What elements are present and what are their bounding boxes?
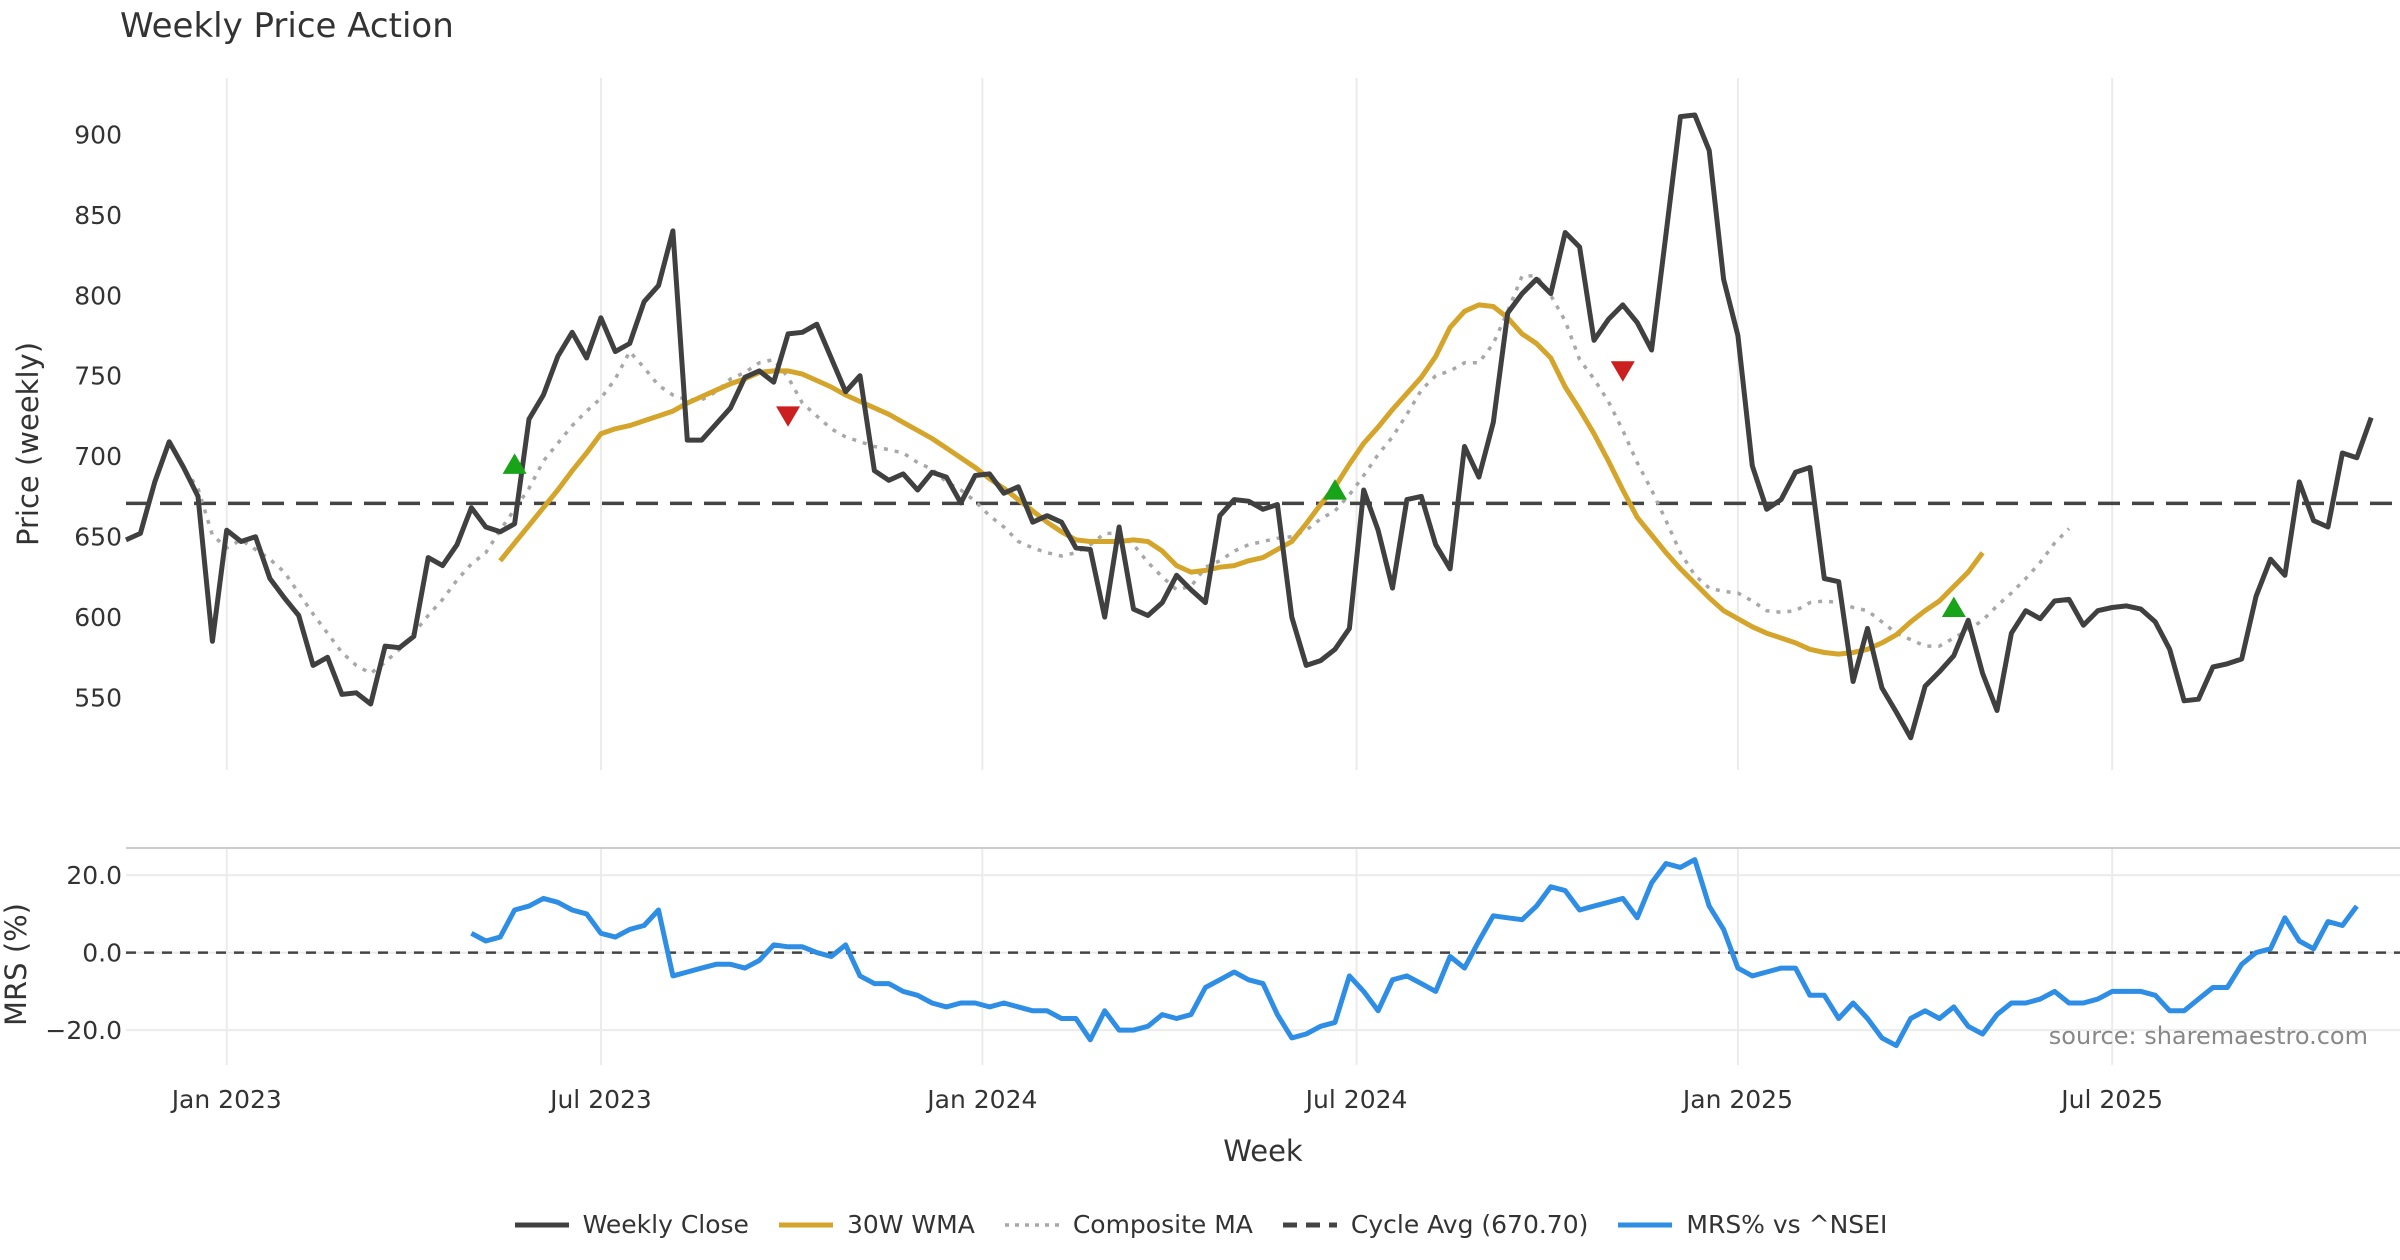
legend-label: 30W WMA — [846, 1210, 975, 1239]
price-y-tick-label: 600 — [74, 603, 122, 632]
x-tick-label: Jul 2024 — [1304, 1085, 1408, 1114]
legend-label: MRS% vs ^NSEI — [1686, 1210, 1888, 1239]
legend-label: Weekly Close — [582, 1210, 749, 1239]
mrs-panel: 20.0 0.0 −20.0 MRS (%) source: sharemaestro.… — [0, 847, 2400, 1065]
x-axis-title: Week — [1223, 1134, 1303, 1168]
mrs-y-tick-label: 0.0 — [82, 939, 122, 968]
weekly-close-line — [124, 112, 2374, 741]
legend-item: Weekly Close — [513, 1210, 749, 1239]
sell-signal-marker — [1610, 361, 1635, 382]
wma-30w-line — [498, 302, 1985, 657]
legend-item: Cycle Avg (670.70) — [1281, 1210, 1589, 1239]
buy-signal-marker — [1941, 596, 1966, 618]
legend-swatch — [1282, 1222, 1337, 1227]
price-y-tick-label: 750 — [74, 362, 122, 391]
legend-item: 30W WMA — [777, 1210, 975, 1239]
buy-signal-marker — [1322, 479, 1347, 500]
x-axis: Jan 2023 Jul 2023 Jan 2024 Jul 2024 Jan 2025… — [170, 1085, 2163, 1168]
mrs-line — [470, 857, 2359, 1049]
legend-label: Composite MA — [1072, 1210, 1253, 1239]
legend-swatch — [514, 1222, 569, 1227]
legend-swatch — [1004, 1222, 1059, 1227]
buy-signal-marker — [502, 453, 527, 474]
legend-label: Cycle Avg (670.70) — [1350, 1210, 1589, 1239]
price-y-tick-label: 800 — [74, 281, 122, 310]
legend-item: Composite MA — [1003, 1210, 1253, 1239]
chart-legend: Weekly Close 30W WMA Composite MA Cycle Avg… — [0, 1210, 2400, 1239]
x-tick-label: Jul 2023 — [548, 1085, 652, 1114]
mrs-y-tick-label: −20.0 — [45, 1016, 122, 1045]
price-y-tick-label: 700 — [74, 442, 122, 471]
legend-swatch — [1618, 1222, 1673, 1227]
source-annotation: source: sharemaestro.com — [2049, 1022, 2368, 1050]
price-y-tick-label: 550 — [74, 684, 122, 713]
price-y-tick-label: 850 — [74, 201, 122, 230]
legend-swatch — [778, 1222, 833, 1227]
chart-title: Weekly Price Action — [120, 6, 454, 46]
price-y-tick-label: 900 — [74, 120, 122, 149]
legend-item: MRS% vs ^NSEI — [1616, 1210, 1887, 1239]
x-tick-label: Jan 2024 — [925, 1085, 1037, 1114]
mrs-y-tick-label: 20.0 — [66, 861, 122, 890]
x-tick-label: Jan 2023 — [170, 1085, 282, 1114]
x-tick-label: Jan 2025 — [1681, 1085, 1793, 1114]
price-y-tick-label: 650 — [74, 523, 122, 552]
composite-ma-line — [167, 274, 2071, 676]
sell-signal-marker — [776, 406, 801, 427]
mrs-y-axis-title: MRS (%) — [0, 903, 33, 1026]
x-tick-label: Jul 2025 — [2059, 1085, 2163, 1114]
price-y-axis-title: Price (weekly) — [11, 342, 45, 546]
price-panel: 550 600 650 700 750 800 850 900 Price (weekly) — [11, 78, 2400, 770]
